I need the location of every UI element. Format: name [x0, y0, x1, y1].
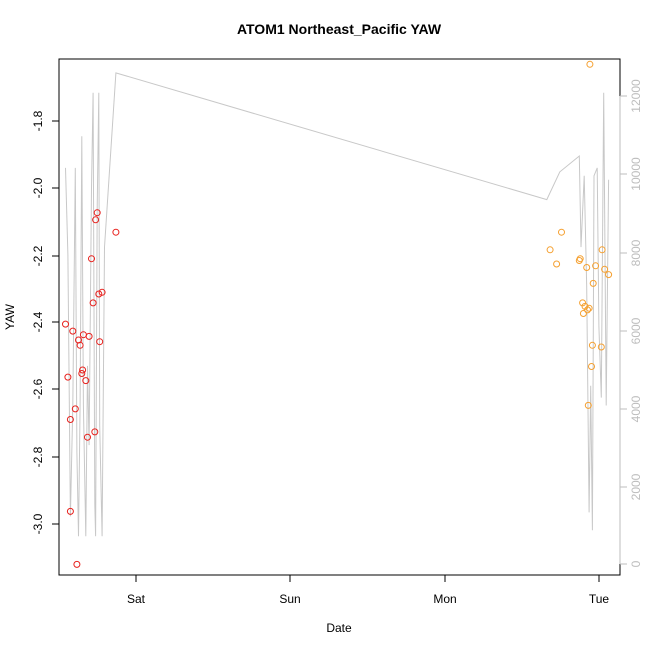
orange-data-point	[558, 228, 565, 236]
y-axis-right: 0 2000 4000 6000 8000 10000 12000	[619, 79, 643, 567]
y-tick-label: -3.0	[31, 513, 45, 534]
red-data-point	[112, 228, 120, 236]
y-tick-label: -1.8	[31, 110, 45, 131]
y2-tick-label: 10000	[629, 157, 643, 191]
red-data-point	[69, 327, 77, 335]
x-tick-label: Sat	[127, 592, 146, 606]
gray-line	[65, 72, 610, 537]
y-tick-label: -2.6	[31, 378, 45, 399]
y-tick-label: -2.8	[31, 446, 45, 467]
orange-data-point	[589, 279, 597, 287]
x-tick-label: Sun	[279, 592, 300, 606]
orange-data-point	[553, 260, 561, 268]
y2-tick-label: 0	[629, 560, 643, 567]
orange-data-point	[592, 262, 600, 270]
orange-data-point	[546, 246, 554, 254]
orange-data-point	[576, 255, 584, 263]
chart-title: ATOM1 Northeast_Pacific YAW	[237, 21, 442, 37]
scatter-points	[62, 60, 613, 568]
orange-data-point	[584, 401, 592, 409]
red-data-point	[96, 338, 104, 346]
red-data-point	[71, 405, 79, 413]
orange-data-point	[588, 341, 596, 349]
red-data-point	[62, 320, 69, 328]
orange-data-point	[585, 304, 593, 312]
red-data-point	[88, 255, 95, 263]
red-data-point	[79, 366, 87, 374]
y-tick-label: -2.4	[31, 311, 45, 332]
y2-tick-label: 6000	[629, 317, 643, 344]
y-axis-left: -3.0 -2.8 -2.6 -2.4 -2.2 -2.0 -1.8	[31, 110, 60, 534]
red-data-point	[98, 288, 106, 296]
orange-data-point	[588, 363, 595, 370]
red-data-point	[82, 377, 90, 385]
orange-data-point	[605, 271, 613, 279]
y2-tick-label: 8000	[629, 239, 643, 266]
x-axis-title: Date	[326, 621, 352, 635]
red-data-point	[89, 299, 97, 307]
orange-data-point	[586, 60, 594, 68]
red-data-point	[85, 332, 93, 340]
gray-line-series	[65, 72, 610, 537]
red-data-point	[95, 290, 103, 298]
orange-data-point	[579, 299, 587, 307]
red-data-point	[76, 341, 84, 349]
orange-data-point	[598, 246, 606, 254]
orange-data-point	[583, 264, 591, 271]
y2-tick-label: 2000	[629, 473, 643, 500]
red-data-point	[93, 209, 101, 217]
red-data-point	[92, 216, 100, 224]
plot-frame	[58, 58, 621, 576]
red-data-point	[84, 433, 91, 441]
red-data-point	[66, 416, 74, 423]
red-data-point	[78, 370, 86, 377]
red-data-point	[73, 560, 81, 568]
x-tick-label: Tue	[589, 592, 610, 606]
orange-data-point	[579, 310, 587, 317]
red-data-point	[64, 373, 72, 381]
orange-data-point	[597, 343, 605, 351]
orange-data-point	[584, 306, 591, 314]
y-tick-label: -2.0	[31, 177, 45, 198]
y2-tick-label: 12000	[629, 79, 643, 113]
y-axis-title: YAW	[3, 303, 17, 330]
x-tick-label: Mon	[433, 592, 456, 606]
orange-data-point	[601, 265, 609, 273]
x-axis: Sat Sun Mon Tue	[127, 574, 610, 606]
y-tick-label: -2.2	[31, 245, 45, 266]
red-data-point	[91, 428, 99, 436]
y2-tick-label: 4000	[629, 395, 643, 422]
red-data-point	[66, 507, 74, 515]
